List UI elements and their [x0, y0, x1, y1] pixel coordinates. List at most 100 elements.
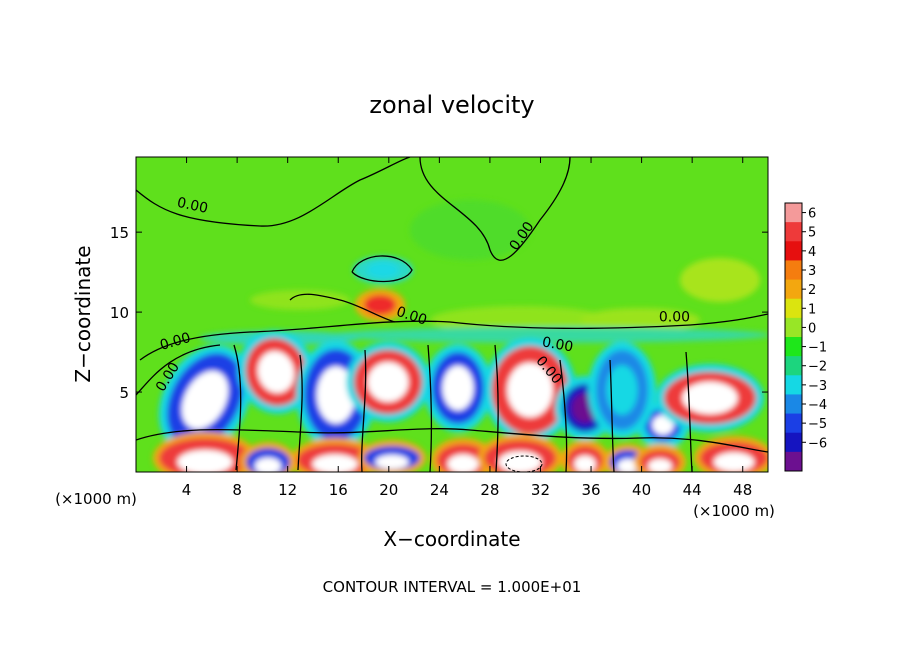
x-tick-label: 28	[480, 481, 499, 499]
x-tick-label: 24	[430, 481, 449, 499]
colorbar-tick-label: 6	[808, 207, 816, 222]
colorbar-swatch	[785, 413, 802, 434]
x-tick-label: 44	[683, 481, 702, 499]
field-cell	[652, 415, 674, 435]
colorbar-swatch	[785, 298, 802, 319]
zero-contour-line	[289, 293, 396, 323]
field-cell	[367, 262, 399, 278]
field-cell	[177, 450, 233, 472]
contour-label: 0.00	[659, 310, 690, 326]
colorbar-tick-label: 1	[808, 302, 816, 317]
y-tick-label: 15	[110, 224, 129, 242]
field-cell	[254, 457, 282, 472]
field-cell	[606, 365, 638, 415]
field-cell	[312, 454, 358, 472]
colorbar-swatch	[785, 451, 802, 472]
zero-contour-line	[136, 344, 221, 396]
field-cell	[648, 458, 672, 472]
x-tick-label: 32	[531, 481, 550, 499]
field-cell	[330, 327, 768, 343]
contour-interval-note: CONTOUR INTERVAL = 1.000E+01	[323, 578, 582, 596]
colorbar-tick-label: 3	[808, 264, 816, 279]
contour-label: 0.00	[176, 195, 210, 217]
colorbar-tick-label: −6	[808, 436, 827, 451]
colorbar-swatch	[785, 432, 802, 453]
field-cell	[574, 455, 596, 472]
x-tick-label: 48	[733, 481, 752, 499]
negative-contour-line	[505, 455, 543, 472]
contour-label: 0.00	[541, 334, 574, 355]
colorbar-swatch	[785, 203, 802, 223]
x-unit-left: (×1000 m)	[55, 490, 137, 508]
zero-contour-line	[419, 157, 571, 261]
x-tick-label: 20	[379, 481, 398, 499]
colorbar-swatch	[785, 222, 802, 242]
x-tick-label: 40	[632, 481, 651, 499]
colorbar: 6 5 4 3 2 1 0 −1 −2 −3 −4 −5 −6	[784, 202, 827, 472]
colorbar-tick-label: −2	[808, 360, 827, 375]
zero-contour-line	[136, 428, 768, 453]
colorbar-swatch	[785, 279, 802, 300]
zero-contour-line	[609, 359, 615, 472]
plot-area: 0.000.000.00 0.000.000.000.000.00	[136, 157, 768, 472]
zero-contours	[136, 157, 768, 472]
y-axis-ticks: 5 10 15	[110, 224, 768, 402]
x-unit-right: (×1000 m)	[693, 502, 775, 520]
colorbar-swatch	[785, 356, 802, 376]
x-tick-label: 12	[278, 481, 297, 499]
field-cell	[713, 452, 755, 472]
zero-contour-line	[139, 313, 768, 361]
x-tick-label: 36	[581, 481, 600, 499]
colorbar-swatch	[785, 375, 802, 395]
field-cell	[617, 458, 639, 472]
zero-contour-line	[351, 255, 413, 283]
colorbar-tick-label: −4	[808, 398, 827, 413]
field-cell	[442, 365, 474, 411]
zero-contour-line	[361, 349, 367, 472]
plot-frame	[135, 156, 769, 473]
colorbar-frame	[784, 202, 803, 472]
x-axis-ticks: 4 8 12 16 20 24 28 32 36 40 44 48	[182, 157, 752, 499]
colorbar-tick-label: −3	[808, 379, 827, 394]
field-cell	[257, 351, 295, 393]
field-cell	[682, 381, 738, 415]
velocity-field	[153, 200, 768, 472]
y-axis-label: Z−coordinate	[71, 245, 95, 382]
field-cell	[430, 306, 610, 334]
zero-contour-line	[233, 344, 242, 471]
field-cell	[507, 362, 553, 418]
x-tick-label: 8	[232, 481, 242, 499]
x-tick-label: 4	[182, 481, 192, 499]
colorbar-swatch	[785, 394, 802, 415]
zero-contour-line	[136, 157, 411, 227]
zero-contour-line	[297, 354, 303, 471]
colorbar-tick-label: 4	[808, 245, 816, 260]
x-tick-label: 16	[329, 481, 348, 499]
zero-contour-line	[559, 359, 568, 472]
colorbar-tick-label: 0	[808, 321, 816, 336]
field-cell	[447, 454, 479, 472]
colorbar-swatch	[785, 337, 802, 357]
field-cell	[410, 200, 530, 260]
field-cell	[367, 362, 409, 402]
x-axis-label: X−coordinate	[383, 527, 520, 551]
colorbar-tick-label: −5	[808, 417, 827, 432]
y-tick-label: 10	[110, 304, 129, 322]
colorbar-swatch	[785, 241, 802, 261]
field-cell	[364, 295, 396, 315]
field-cell	[316, 366, 356, 424]
field-cell	[680, 258, 760, 302]
colorbar-tick-label: 2	[808, 283, 816, 298]
zero-contour-line	[427, 344, 432, 472]
y-tick-label: 5	[119, 384, 129, 402]
chart-title: zonal velocity	[369, 91, 534, 119]
colorbar-swatch	[785, 317, 802, 338]
field-cell	[250, 290, 350, 310]
colorbar-tick-label: −1	[808, 341, 827, 356]
colorbar-tick-label: 5	[808, 226, 816, 241]
zero-contour-line	[494, 344, 499, 472]
field-cell	[498, 451, 542, 472]
field-cell	[375, 454, 409, 470]
field-cell	[181, 371, 229, 429]
